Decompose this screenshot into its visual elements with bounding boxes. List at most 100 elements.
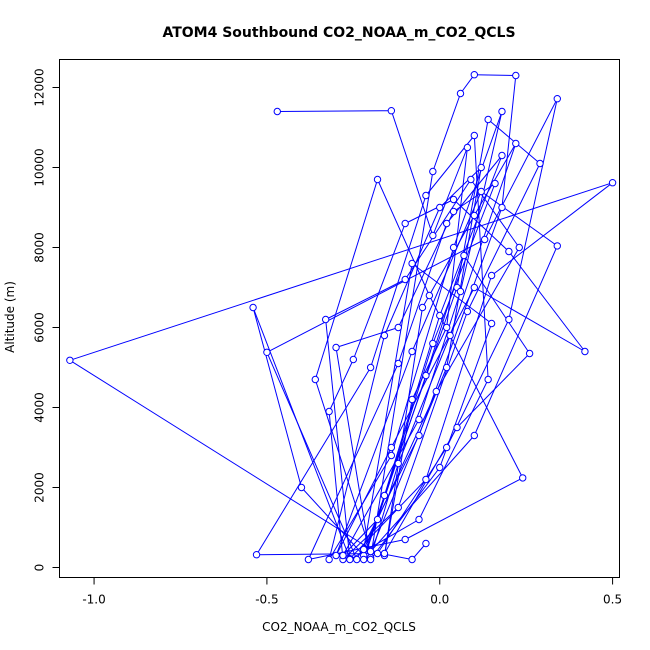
series-segment — [390, 110, 434, 236]
data-point — [480, 235, 489, 244]
data-point — [581, 347, 589, 356]
data-point — [442, 219, 451, 228]
data-point — [477, 163, 485, 172]
data-point — [456, 89, 465, 98]
series-segment — [425, 275, 493, 480]
x-tick-label: 0.5 — [603, 593, 622, 607]
y-tick-label: 12000 — [33, 68, 47, 106]
data-point — [321, 315, 330, 324]
data-point — [498, 203, 506, 212]
data-point — [487, 319, 496, 328]
data-point — [436, 203, 444, 212]
data-point — [491, 179, 499, 188]
series-segment — [404, 477, 523, 540]
series-segment — [432, 147, 468, 236]
data-point — [467, 175, 475, 184]
data-point — [429, 167, 437, 176]
data-point — [273, 107, 281, 116]
data-point — [332, 343, 340, 352]
data-point — [366, 363, 375, 372]
data-point — [525, 349, 534, 358]
series-segment — [69, 182, 613, 361]
data-point — [442, 363, 451, 372]
data-point — [442, 443, 451, 452]
data-point — [608, 179, 617, 187]
data-point — [460, 251, 468, 260]
data-point — [446, 331, 454, 340]
data-point — [470, 71, 479, 79]
x-tick-label: 0.0 — [430, 593, 449, 607]
series-segment — [256, 367, 372, 555]
data-point — [366, 555, 375, 564]
series-segment — [425, 255, 465, 376]
data-point — [380, 549, 389, 558]
data-point — [359, 545, 368, 554]
series-segment — [328, 335, 385, 560]
series-segment — [328, 455, 392, 560]
series-segment — [363, 375, 427, 560]
series-segment — [383, 207, 441, 336]
data-point — [512, 139, 520, 148]
data-point — [429, 339, 437, 348]
series-segment — [508, 251, 586, 352]
data-point — [449, 195, 458, 204]
series-segment — [377, 179, 430, 296]
series-segment — [473, 245, 558, 436]
series-segment — [432, 183, 496, 344]
data-point — [387, 451, 396, 460]
series-segment — [328, 411, 344, 560]
data-point — [449, 243, 458, 252]
series-segment — [314, 179, 379, 380]
y-tick-label: 8000 — [33, 232, 47, 263]
data-point — [432, 387, 440, 396]
series-segment — [466, 163, 541, 312]
data-point — [380, 331, 389, 340]
series-segment — [390, 247, 455, 456]
series-segment — [252, 307, 302, 488]
data-point — [442, 323, 451, 332]
data-point — [387, 107, 396, 115]
series-segment — [453, 199, 510, 252]
series-segment — [370, 195, 427, 368]
data-point — [401, 275, 409, 284]
data-point — [436, 463, 444, 472]
series-segment — [418, 291, 461, 420]
series-segment — [397, 211, 455, 328]
data-point — [380, 491, 389, 500]
data-point — [373, 549, 382, 558]
series-segment — [418, 207, 503, 436]
data-point — [498, 151, 506, 160]
data-point — [512, 71, 520, 80]
y-tick-label: 10000 — [33, 148, 47, 186]
data-point — [415, 431, 423, 440]
data-point — [359, 555, 368, 564]
data-point — [387, 443, 396, 452]
data-point — [415, 415, 423, 424]
data-point — [453, 423, 461, 432]
x-axis-label: CO2_NOAA_m_CO2_QCLS — [262, 620, 416, 634]
series-segment — [439, 323, 493, 468]
data-point — [422, 539, 430, 548]
series-segment — [342, 419, 420, 556]
series-segment — [439, 155, 503, 316]
data-point — [297, 483, 306, 492]
series-segment — [370, 435, 475, 552]
data-point — [436, 311, 444, 320]
plot-frame — [59, 59, 620, 578]
data-point — [470, 211, 479, 220]
data-point — [477, 187, 485, 196]
series-segment — [325, 319, 351, 560]
data-point — [536, 159, 544, 168]
data-point — [470, 283, 479, 292]
series-segment — [363, 263, 413, 550]
series-segment — [453, 183, 496, 212]
series-segment — [491, 182, 613, 276]
data-point — [463, 143, 472, 152]
series-segment — [370, 367, 448, 552]
chart-title: ATOM4 Southbound CO2_NOAA_m_CO2_QCLS — [162, 25, 515, 41]
data-point — [353, 555, 361, 564]
data-point — [449, 207, 458, 216]
series-segment — [370, 463, 399, 558]
series-segment — [349, 479, 427, 560]
